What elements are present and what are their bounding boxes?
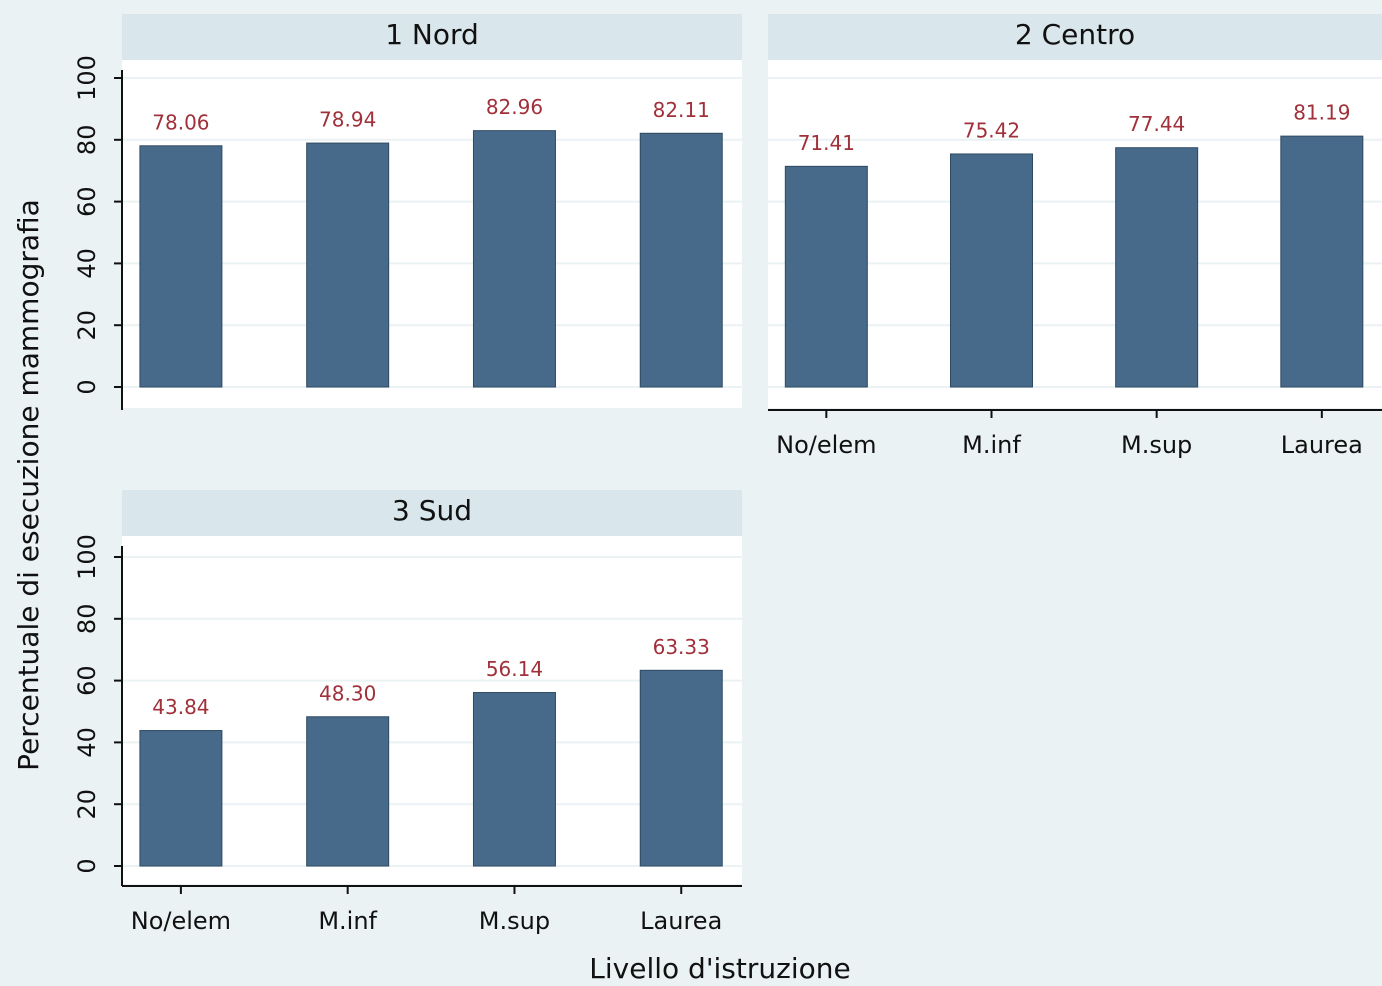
plot-area [122, 60, 742, 408]
panel-header [122, 490, 742, 536]
panel-title: 1 Nord [385, 18, 479, 51]
x-axis-title: Livello d'istruzione [589, 952, 850, 985]
bar [639, 669, 723, 867]
y-tick-label: 60 [73, 186, 101, 217]
plot-area [122, 536, 742, 884]
x-tick-label: No/elem [776, 431, 876, 459]
value-label: 56.14 [486, 657, 543, 681]
bar [306, 716, 390, 867]
bar [472, 692, 556, 867]
value-label: 43.84 [152, 695, 209, 719]
bar [306, 142, 390, 388]
value-label: 71.41 [798, 131, 855, 155]
value-label: 78.06 [152, 110, 209, 134]
x-tick-label: M.inf [318, 907, 377, 935]
y-tick-label: 60 [73, 665, 101, 696]
value-label: 75.42 [963, 118, 1020, 142]
value-label: 78.94 [319, 108, 376, 132]
panel-title: 3 Sud [392, 494, 472, 527]
y-tick-label: 0 [73, 379, 101, 394]
y-tick-label: 20 [73, 310, 101, 341]
y-tick-label: 100 [73, 534, 101, 580]
bar [639, 132, 723, 388]
value-label: 82.11 [653, 98, 710, 122]
x-tick-label: M.sup [1121, 431, 1192, 459]
bar [472, 130, 556, 388]
bar [139, 145, 223, 388]
x-tick-label: M.inf [962, 431, 1021, 459]
x-tick-label: Laurea [1281, 431, 1363, 459]
y-tick-label: 0 [73, 858, 101, 873]
value-label: 77.44 [1128, 112, 1185, 136]
value-label: 81.19 [1293, 101, 1350, 125]
panel-header [122, 14, 742, 60]
x-tick-label: No/elem [131, 907, 231, 935]
y-tick-label: 100 [73, 55, 101, 101]
y-tick-label: 80 [73, 125, 101, 156]
y-tick-label: 80 [73, 604, 101, 635]
value-label: 48.30 [319, 681, 376, 705]
bar [1280, 135, 1364, 388]
bar [949, 153, 1033, 388]
bar [1115, 147, 1199, 388]
value-label: 82.96 [486, 95, 543, 119]
y-tick-label: 40 [73, 727, 101, 758]
bar [784, 165, 868, 388]
panel-title: 2 Centro [1015, 18, 1135, 51]
y-tick-label: 40 [73, 248, 101, 279]
y-tick-label: 20 [73, 789, 101, 820]
bar [139, 730, 223, 867]
x-tick-label: M.sup [479, 907, 550, 935]
x-tick-label: Laurea [640, 907, 722, 935]
plot-area [768, 60, 1382, 408]
panel-header [768, 14, 1382, 60]
value-label: 63.33 [653, 635, 710, 659]
y-axis-title: Percentuale di esecuzione mammografia [12, 199, 45, 771]
